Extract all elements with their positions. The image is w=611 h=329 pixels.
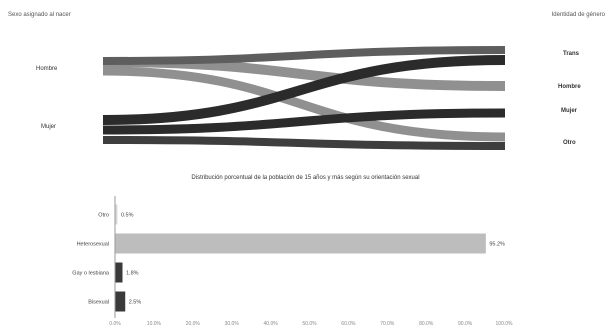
x-tick-label: 80.0% xyxy=(419,321,434,327)
x-tick-label: 40.0% xyxy=(264,321,279,327)
x-tick-label: 70.0% xyxy=(380,321,395,327)
sankey-node-mujer-left: Mujer xyxy=(41,124,57,130)
sankey-left-header: Sexo asignado al nacer xyxy=(8,12,71,18)
x-tick-label: 60.0% xyxy=(341,321,356,327)
category-label-bisexual: Bisexual xyxy=(88,300,109,306)
x-tick-label: 90.0% xyxy=(458,321,473,327)
bar-otro xyxy=(115,204,118,225)
sankey-node-trans-right: Trans xyxy=(563,51,580,57)
sankey-node-hombre-right: Hombre xyxy=(558,84,581,90)
bar-gay-o-lesbiana xyxy=(115,262,123,283)
value-label-heterosexual: 95.2% xyxy=(489,242,505,248)
x-tick-label: 30.0% xyxy=(225,321,240,327)
bar-heterosexual xyxy=(115,233,486,254)
sankey-node-otro-right: Otro xyxy=(563,140,576,146)
x-tick-label: 0.0% xyxy=(109,321,121,327)
bar-chart-title: Distribución porcentual de la población … xyxy=(191,175,420,181)
sankey-link-mujer-mujer xyxy=(102,108,506,135)
x-tick-label: 50.0% xyxy=(302,321,317,327)
bar-bisexual xyxy=(115,291,126,312)
category-label-otro: Otro xyxy=(98,213,109,219)
sankey-link-mujer-otro xyxy=(102,136,506,150)
sankey-right-header: Identidad de género xyxy=(551,12,605,18)
x-tick-label: 100.0% xyxy=(496,321,514,327)
x-tick-label: 20.0% xyxy=(186,321,201,327)
x-tick-label: 10.0% xyxy=(147,321,162,327)
sankey-link-hombre-otro xyxy=(102,66,506,142)
sankey-node-mujer-right: Mujer xyxy=(561,108,578,114)
value-label-otro: 0.5% xyxy=(121,213,134,219)
value-label-gay-o-lesbiana: 1.8% xyxy=(126,271,139,277)
sankey-diagram xyxy=(102,46,506,150)
value-label-bisexual: 2.5% xyxy=(129,300,142,306)
category-label-heterosexual: Heterosexual xyxy=(77,242,109,248)
sankey-link-hombre-trans xyxy=(102,46,506,65)
category-label-gay-o-lesbiana: Gay o lesbiana xyxy=(72,271,110,277)
sankey-node-hombre-left: Hombre xyxy=(36,66,58,72)
sankey-link-mujer-trans xyxy=(102,55,506,125)
